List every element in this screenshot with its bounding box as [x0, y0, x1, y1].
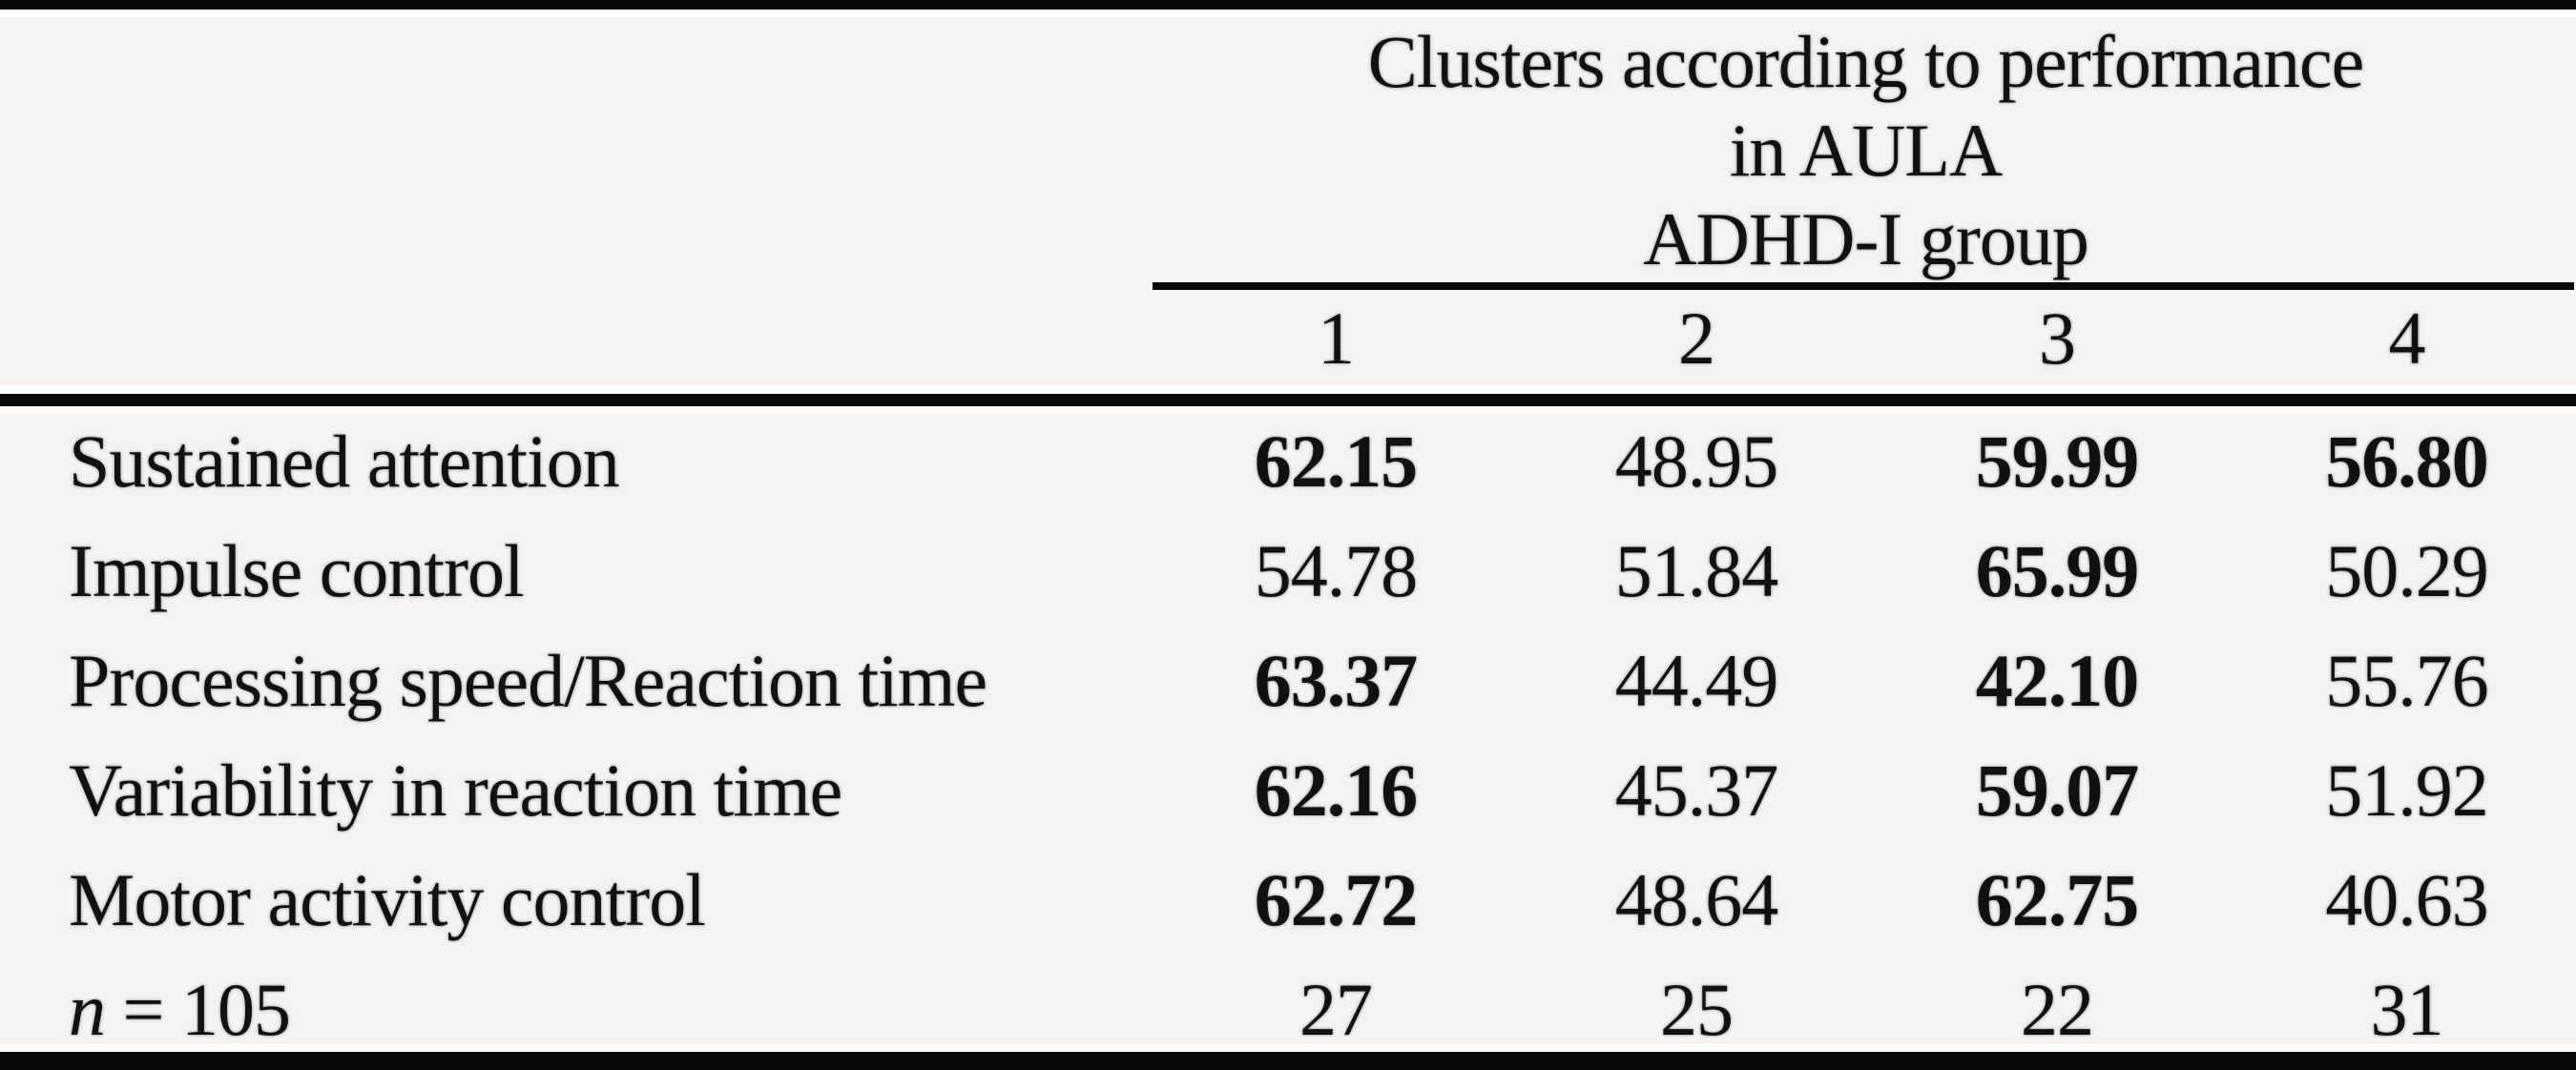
column-header-2: 2 [1678, 297, 1715, 380]
cell-value: 42.10 [1975, 638, 2140, 722]
cell-value: 62.72 [1254, 857, 1419, 941]
column-spanner-header: Clusters according to performance in AUL… [1155, 17, 2576, 283]
cell-value: 31 [2370, 967, 2444, 1051]
cell-value: 55.76 [2325, 638, 2489, 722]
cell-value: 56.80 [2325, 419, 2489, 503]
cell-value: 59.99 [1975, 419, 2140, 503]
cell-value: 44.49 [1614, 638, 1779, 722]
mid-rule-highlight-top [0, 385, 2576, 394]
row-label: Motor activity control [69, 857, 706, 941]
table-row: Variability in reaction time 62.16 45.37… [0, 735, 2576, 845]
cell-value: 51.92 [2325, 748, 2489, 832]
cell-value: 62.15 [1254, 419, 1419, 503]
bottom-edge-highlight [0, 1044, 2576, 1052]
n-equals-value: = 105 [105, 967, 292, 1051]
spanner-underline-rule [1153, 282, 2574, 290]
cell-value: 50.29 [2325, 528, 2489, 612]
table-row: Motor activity control 62.72 48.64 62.75… [0, 845, 2576, 955]
n-symbol: n [69, 967, 106, 1051]
column-header-1: 1 [1318, 297, 1355, 380]
top-edge-highlight [0, 10, 2576, 17]
cell-value: 59.07 [1975, 748, 2140, 832]
cell-value: 22 [2021, 967, 2094, 1051]
cell-value: 65.99 [1975, 528, 2140, 612]
table-top-rule [0, 0, 2576, 10]
spanner-title-line-1: Clusters according to performance [1367, 20, 2364, 103]
row-label: Variability in reaction time [69, 748, 842, 832]
spanner-title-line-2: in AULA [1729, 109, 2004, 192]
cell-value: 48.95 [1614, 419, 1779, 503]
table-row: Impulse control 54.78 51.84 65.99 50.29 [0, 516, 2576, 626]
table-body: Sustained attention 62.15 48.95 59.99 56… [0, 406, 2576, 1064]
cell-value: 54.78 [1254, 528, 1419, 612]
header-separator-rule [0, 394, 2576, 406]
cell-value: 45.37 [1614, 748, 1779, 832]
cell-value: 62.16 [1254, 748, 1419, 832]
column-header-3: 3 [2039, 297, 2076, 380]
column-headers-row: 1 2 3 4 [0, 291, 2576, 386]
table-row: Sustained attention 62.15 48.95 59.99 56… [0, 406, 2576, 516]
row-label: Impulse control [69, 528, 525, 612]
cell-value: 48.64 [1614, 857, 1779, 941]
mid-rule-highlight-bottom [0, 406, 2576, 414]
row-label: Sustained attention [69, 419, 620, 503]
table-row-sample-size: n = 105 27 25 22 31 [0, 955, 2576, 1064]
cell-value: 25 [1660, 967, 1734, 1051]
row-label: n = 105 [0, 967, 1155, 1053]
table-bottom-rule [0, 1052, 2576, 1070]
row-label: Processing speed/Reaction time [69, 638, 987, 722]
cell-value: 27 [1299, 967, 1373, 1051]
cell-value: 40.63 [2325, 857, 2489, 941]
cell-value: 51.84 [1614, 528, 1779, 612]
spanner-title-line-3: ADHD-I group [1643, 197, 2089, 280]
table-row: Processing speed/Reaction time 63.37 44.… [0, 626, 2576, 735]
column-header-4: 4 [2388, 297, 2426, 380]
cell-value: 63.37 [1254, 638, 1419, 722]
cell-value: 62.75 [1975, 857, 2140, 941]
